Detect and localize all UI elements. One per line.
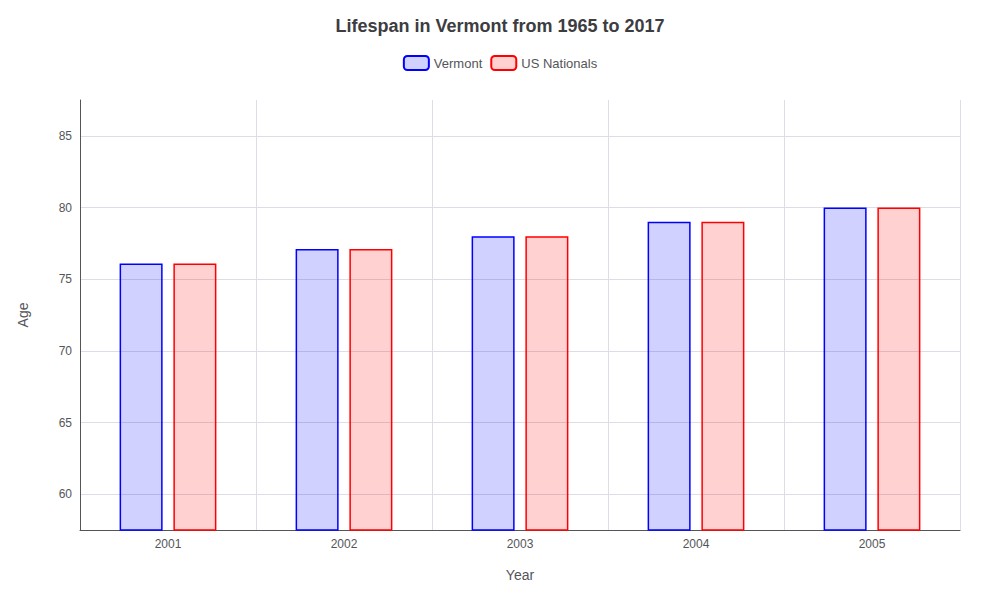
svg-text:Vermont: Vermont xyxy=(434,56,483,71)
svg-text:80: 80 xyxy=(59,201,73,215)
svg-text:Age: Age xyxy=(15,302,31,327)
svg-text:75: 75 xyxy=(59,272,73,286)
svg-text:2005: 2005 xyxy=(859,537,886,551)
svg-text:60: 60 xyxy=(59,487,73,501)
svg-text:US Nationals: US Nationals xyxy=(521,56,597,71)
svg-text:Year: Year xyxy=(506,567,535,583)
svg-text:2003: 2003 xyxy=(507,537,534,551)
svg-text:2001: 2001 xyxy=(155,537,182,551)
svg-text:2002: 2002 xyxy=(331,537,358,551)
svg-text:2004: 2004 xyxy=(683,537,710,551)
svg-text:65: 65 xyxy=(59,416,73,430)
svg-text:85: 85 xyxy=(59,129,73,143)
svg-text:Lifespan in Vermont from 1965: Lifespan in Vermont from 1965 to 2017 xyxy=(335,16,664,36)
svg-text:70: 70 xyxy=(59,344,73,358)
